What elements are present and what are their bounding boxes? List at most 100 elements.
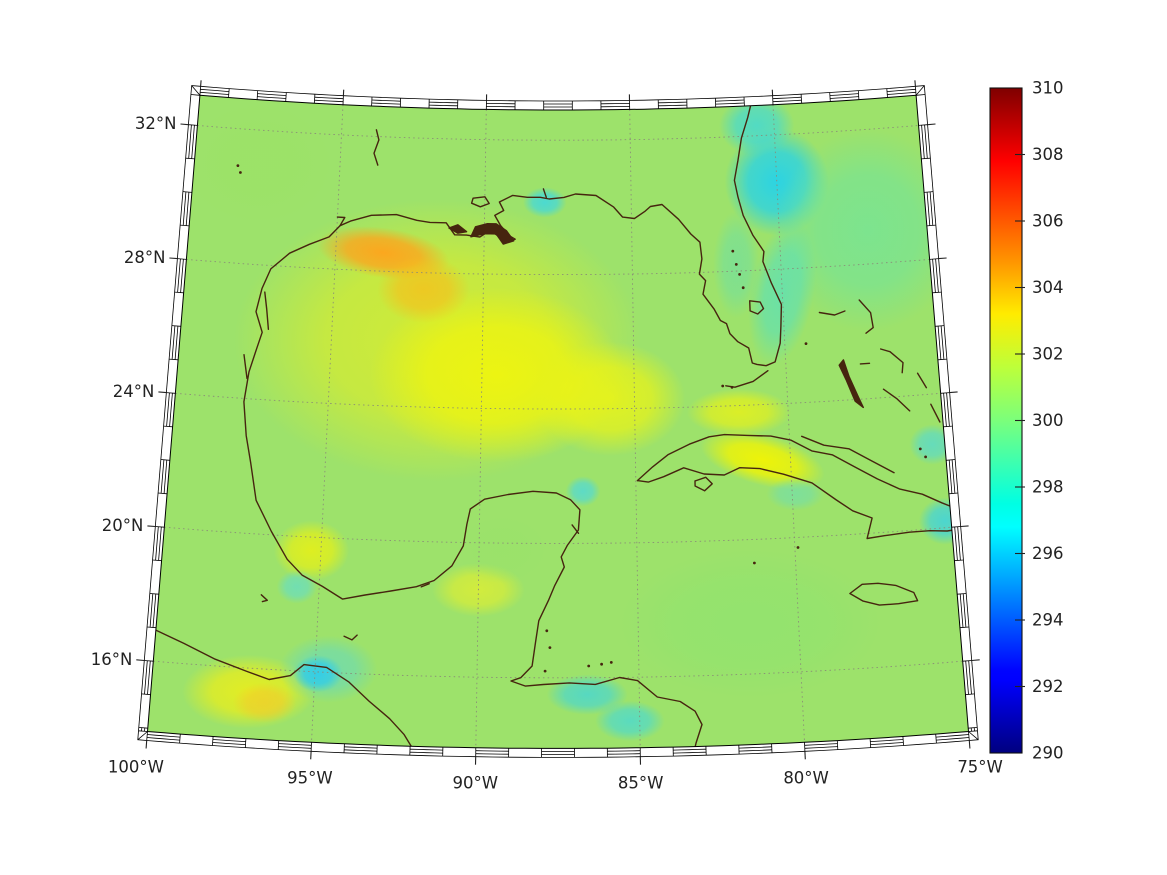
field-feature-gulf-of-honduras-cool bbox=[546, 674, 628, 715]
colorbar-tick-label: 308 bbox=[1032, 145, 1064, 164]
island-dot bbox=[796, 546, 800, 549]
coastline-cozumel bbox=[571, 524, 580, 534]
field-feature-veracruz-warm bbox=[273, 520, 350, 581]
island-dot bbox=[548, 646, 552, 649]
lon-tick-label: 75°W bbox=[957, 757, 1003, 776]
meridian-85W bbox=[629, 109, 641, 748]
landfill-louisiana-marsh bbox=[448, 224, 468, 234]
lon-tick-label: 95°W bbox=[287, 768, 333, 787]
colorbar-tick-label: 298 bbox=[1032, 478, 1064, 497]
parallel-16N bbox=[153, 660, 963, 679]
landfill-mississippi-delta bbox=[470, 223, 515, 245]
island-dot bbox=[753, 561, 756, 565]
colorbar-tick-label: 306 bbox=[1032, 212, 1064, 231]
lon-tick-label: 100°W bbox=[108, 757, 164, 776]
island-dot bbox=[600, 662, 603, 666]
axis-ticks bbox=[136, 80, 980, 765]
colorbar: 290 292 294 296 298 300 302 304 306 308 310 bbox=[989, 79, 1064, 763]
coastline-presa-aleman-lake bbox=[260, 594, 268, 603]
coastline-mexico-pacific-coast bbox=[148, 626, 414, 749]
meridian-80W bbox=[772, 104, 805, 743]
coastline-lake-okeechobee bbox=[749, 300, 765, 315]
field-feature-atlantic-green bbox=[775, 129, 961, 332]
island-dot bbox=[545, 629, 549, 633]
lat-tick-label: 24°N bbox=[113, 382, 155, 401]
coastline-florida-keys bbox=[725, 370, 769, 388]
coastline-abaco bbox=[858, 299, 874, 334]
coastline-cuba bbox=[636, 433, 969, 540]
coastline-cuba-north-keys bbox=[801, 435, 895, 474]
field-feature-tehuantepec-land-hot bbox=[232, 682, 297, 723]
field-feature-florida-straits-yellow bbox=[686, 388, 792, 436]
island-dot bbox=[734, 263, 738, 266]
lat-tick-label: 16°N bbox=[91, 650, 133, 669]
coastline-laguna-terminos bbox=[420, 583, 430, 588]
coastline-grand-bahama bbox=[818, 310, 846, 316]
field-feature-shelf-warm-extension bbox=[377, 255, 470, 324]
coastline-chiapas-lake bbox=[343, 634, 358, 641]
colorbar-tick-label: 296 bbox=[1032, 544, 1064, 563]
island-dot bbox=[543, 669, 547, 673]
lat-tick-label: 20°N bbox=[102, 516, 144, 535]
island-dot bbox=[918, 447, 922, 451]
island-dot bbox=[738, 273, 741, 276]
parallel-32N bbox=[197, 124, 919, 141]
field-feature-mobile-bay-cool bbox=[523, 187, 567, 218]
landfill-andros-island bbox=[838, 359, 864, 409]
coastline-tamaulipas-lagoon bbox=[243, 354, 248, 380]
field-feature-south-cuba-cool bbox=[766, 477, 825, 511]
colorbar-tick-label: 290 bbox=[1032, 744, 1064, 763]
lon-tick-label: 90°W bbox=[453, 774, 499, 793]
lat-tick-label: 32°N bbox=[135, 114, 177, 133]
lat-tick-label: 28°N bbox=[124, 248, 166, 267]
colorbar-tick-label: 300 bbox=[1032, 411, 1064, 430]
coastline-galveston-bay bbox=[336, 216, 346, 227]
field-feature-honduras-coast-cool bbox=[595, 700, 665, 742]
coastlines bbox=[148, 101, 969, 749]
coastline-new-providence bbox=[859, 362, 871, 365]
colorbar-tick-label: 294 bbox=[1032, 611, 1064, 630]
island-dot bbox=[741, 286, 745, 290]
island-dot bbox=[804, 342, 808, 345]
island-dot bbox=[730, 385, 734, 389]
coastline-isla-de-la-juventud bbox=[694, 476, 713, 492]
lon-tick-label: 85°W bbox=[618, 774, 664, 793]
parallel-28N bbox=[186, 258, 930, 276]
coastline-long-island-bahamas bbox=[930, 403, 941, 423]
island-dot bbox=[239, 171, 242, 174]
colorbar-tick-label: 302 bbox=[1032, 345, 1064, 364]
colorbar-tick-label: 304 bbox=[1032, 278, 1064, 297]
field-feature-yucatan-upwelling-cool bbox=[565, 476, 601, 507]
temperature-field bbox=[147, 95, 969, 749]
lon-tick-label: 80°W bbox=[783, 768, 829, 787]
coastline-sabine-toledo-bend bbox=[373, 129, 380, 166]
map-frame bbox=[137, 85, 979, 758]
field-feature-loop-current-yellow bbox=[534, 341, 686, 456]
island-dot bbox=[609, 661, 613, 664]
field-feature-veracruz-coastal-cool bbox=[276, 570, 318, 604]
coastline-jamaica bbox=[849, 582, 919, 606]
coastline-cat-island bbox=[916, 372, 928, 389]
colorbar-tick-label: 292 bbox=[1032, 677, 1064, 696]
coastline-us-atlantic-gulf-yucatan-honduras bbox=[243, 101, 783, 749]
coastline-laguna-madre bbox=[264, 291, 270, 330]
meridian-95W bbox=[311, 104, 344, 743]
island-dot bbox=[924, 455, 927, 459]
coastline-mobile-bay bbox=[542, 188, 547, 198]
field-feature-bahamas-east-cool bbox=[909, 424, 956, 465]
field-feature-texas-inland-green bbox=[183, 103, 334, 225]
meridian-90W bbox=[475, 109, 487, 748]
field-feature-caribbean-green bbox=[619, 549, 881, 698]
coastline-exuma-chain bbox=[882, 388, 911, 412]
field-feature-atlantic-cool-north bbox=[719, 95, 795, 156]
island-dot bbox=[721, 384, 725, 388]
coastline-eleuthera bbox=[880, 348, 904, 374]
field-feature-yucatan-interior-green bbox=[454, 516, 548, 584]
axis-labels: 100°W 95°W 90°W 85°W 80°W 75°W 16°N 20°N 24°N 28°… bbox=[91, 114, 1003, 793]
gridlines bbox=[153, 104, 963, 748]
island-dot bbox=[236, 164, 240, 168]
coastline-lake-pontchartrain bbox=[470, 196, 490, 208]
parallel-24N bbox=[175, 392, 941, 410]
